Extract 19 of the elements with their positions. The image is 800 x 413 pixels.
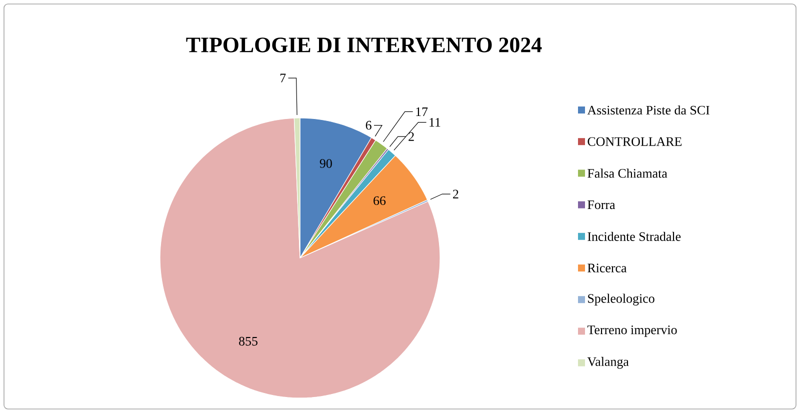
data-label: 2: [453, 190, 458, 198]
legend-label: Terreno impervio: [587, 326, 677, 337]
data-label: 90: [320, 159, 332, 168]
data-label: 7: [280, 74, 286, 82]
data-label: 6: [366, 120, 372, 130]
data-label: 17: [416, 107, 428, 116]
legend-label: Valanga: [587, 356, 629, 369]
chart-title: TIPOLOGIE DI INTERVENTO 2024: [186, 38, 542, 52]
data-label: 66: [374, 196, 386, 206]
data-label: 11: [430, 118, 440, 127]
legend-label: Forra: [588, 200, 616, 210]
legend-label: CONTROLLARE: [588, 137, 682, 146]
legend-label: Assistenza Piste da SCI: [587, 105, 710, 115]
legend-label: Falsa Chiamata: [588, 168, 668, 178]
legend-label: Ricerca: [588, 264, 627, 272]
data-label: 2: [408, 132, 414, 141]
legend-label: Incidente Stradale: [588, 232, 681, 241]
data-label: 855: [239, 336, 258, 346]
legend-label: Speleologico: [588, 294, 654, 306]
